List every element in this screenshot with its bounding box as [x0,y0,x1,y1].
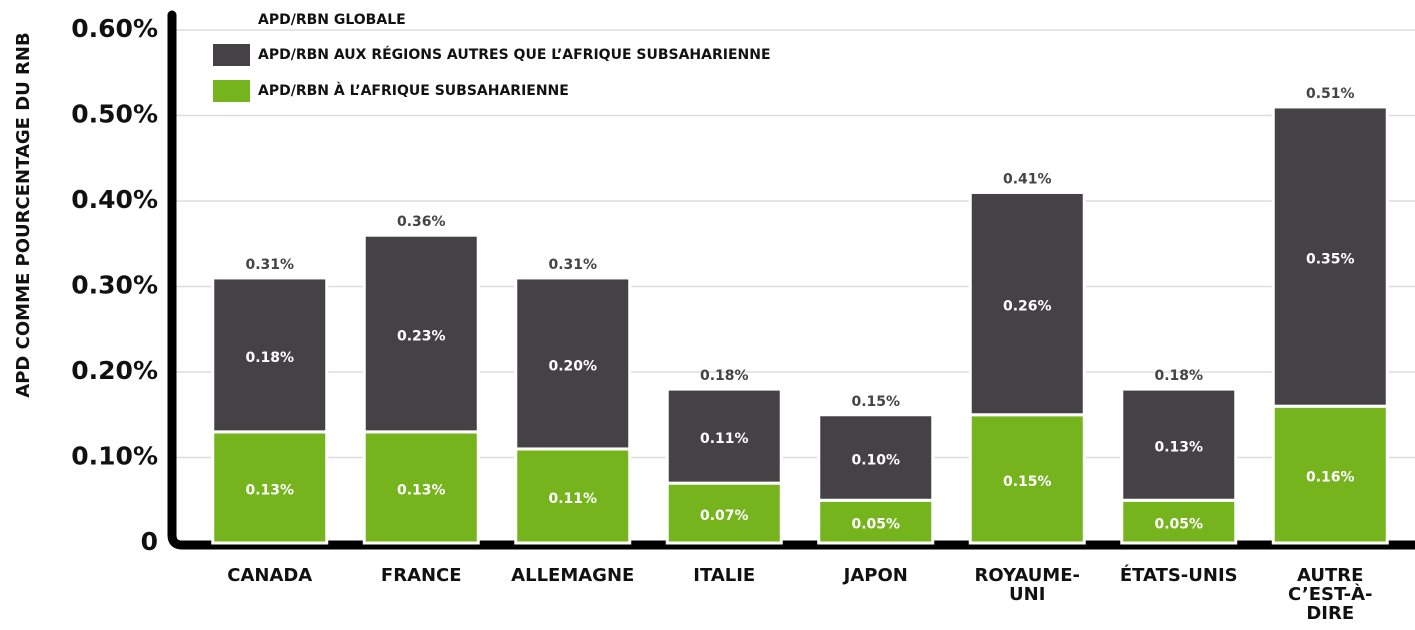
total-label: 0.36% [397,214,446,230]
data-label: 0.11% [548,491,597,507]
data-label: 0.20% [548,358,597,374]
y-tick-label: 0.50% [71,100,158,129]
total-label: 0.31% [245,257,294,273]
y-tick-label: 0.60% [71,14,158,43]
data-label: 0.23% [397,329,446,345]
bar-segment [514,447,632,545]
bar-segment [1120,387,1238,502]
y-axis-label: APD COMME POURCENTAGE DU RNB [13,32,34,397]
data-label: 0.05% [1154,517,1203,533]
bar-segment [362,430,480,545]
y-tick-label: 0.30% [71,271,158,300]
bar-segment [514,276,632,451]
x-tick-label: FRANCE [380,565,462,586]
bar-segment [817,498,935,545]
bar-segment [1271,105,1389,408]
data-label: 0.18% [245,350,294,366]
y-tick-label: 0.20% [71,356,158,385]
data-label: 0.11% [700,431,749,447]
bar-segment [211,276,329,434]
y-tick-label: 0 [141,527,158,556]
total-label: 0.18% [1154,368,1203,384]
y-tick-label: 0.40% [71,185,158,214]
bar-segment [817,413,935,502]
data-label: 0.35% [1306,252,1355,268]
x-tick-label: ITALIE [693,565,756,586]
axis-line [167,10,1415,550]
total-label: 0.51% [1306,86,1355,102]
legend-label: APD/RBN AUX RÉGIONS AUTRES QUE L’AFRIQUE… [258,46,771,63]
x-tick-label: ROYAUME-UNI [974,565,1080,605]
x-tick-label: JAPON [843,565,908,586]
data-label: 0.13% [1154,440,1203,456]
total-label: 0.18% [700,368,749,384]
legend-swatch [213,80,250,102]
legend-label: APD/RBN GLOBALE [258,12,406,28]
data-label: 0.13% [245,482,294,498]
bar-segment [211,430,329,545]
data-label: 0.10% [851,453,900,469]
x-tick-label: AUTRE C’EST-À-DIRE [1288,565,1373,624]
bar-segment [665,387,783,485]
bar-segment [362,233,480,434]
data-label: 0.16% [1306,470,1355,486]
data-label: 0.05% [851,517,900,533]
total-label: 0.15% [851,394,900,410]
data-label: 0.07% [700,508,749,524]
bar-segment [968,190,1086,417]
total-label: 0.41% [1003,171,1052,187]
total-label: 0.31% [548,257,597,273]
data-label: 0.13% [397,482,446,498]
y-tick-label: 0.10% [71,442,158,471]
data-label: 0.15% [1003,474,1052,490]
x-tick-label: ALLEMAGNE [511,565,635,586]
data-label: 0.26% [1003,299,1052,315]
bar-segment [968,413,1086,545]
x-tick-label: CANADA [227,565,313,586]
x-tick-label: ÉTATS-UNIS [1119,565,1238,586]
legend-label: APD/RBN À L’AFRIQUE SUBSAHARIENNE [258,82,569,99]
legend-swatch [213,44,250,66]
